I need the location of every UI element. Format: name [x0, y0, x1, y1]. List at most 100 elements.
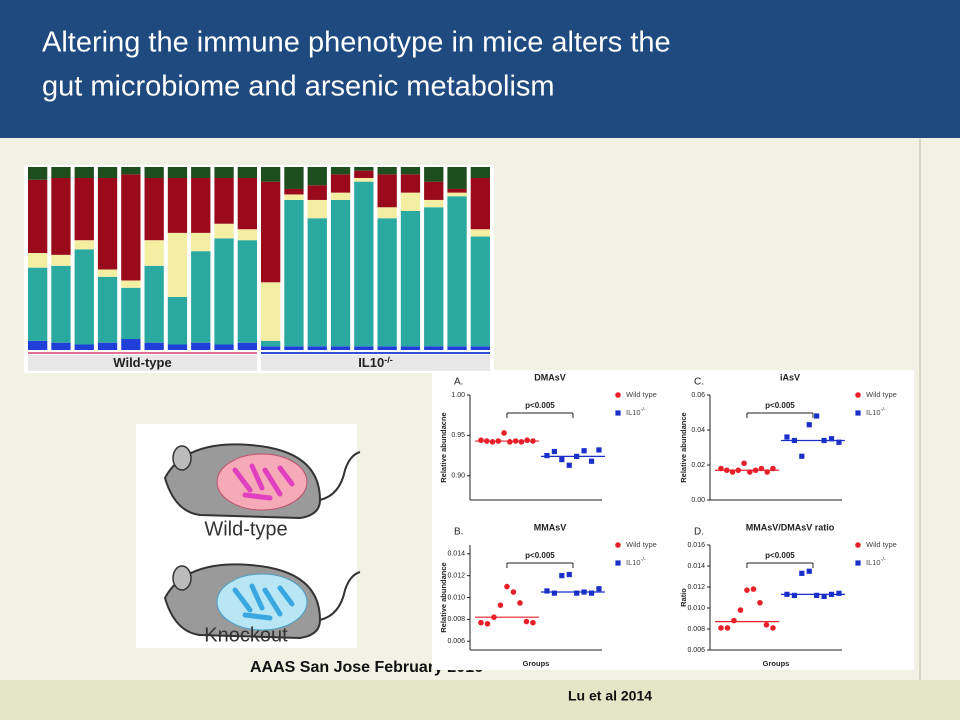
data-point [559, 457, 565, 463]
label-text: Wild type [626, 390, 657, 399]
legend-marker [615, 560, 621, 566]
data-point [483, 438, 490, 444]
label-superscript: -/- [641, 407, 646, 413]
bar-segment [237, 167, 257, 178]
bar-segment [354, 181, 374, 347]
y-tick-label: 0.06 [691, 392, 705, 399]
bar-segment [400, 167, 421, 175]
bar-segment [237, 240, 257, 343]
data-point [518, 439, 525, 445]
y-tick-label: 0.008 [447, 616, 465, 623]
bar-segment [121, 280, 141, 288]
data-point [791, 592, 797, 598]
bar-segment [400, 210, 421, 347]
data-point [512, 438, 519, 444]
data-point [821, 437, 827, 444]
data-point [741, 460, 747, 467]
data-point [784, 434, 790, 440]
label-text: Wild type [626, 540, 657, 549]
legend-label: IL10-/- [866, 557, 886, 567]
data-point [581, 589, 587, 595]
data-point [723, 467, 730, 474]
data-point [491, 614, 497, 620]
panel-title: MMAsV/DMAsV ratio [746, 522, 835, 532]
bar-segment [167, 296, 188, 345]
y-tick-label: 0.014 [447, 551, 465, 558]
label-superscript: -/- [641, 557, 646, 563]
bar-segment [214, 344, 234, 350]
bar-segment [121, 167, 141, 175]
y-axis-label: Relative abundacne [439, 412, 448, 482]
bar-segment [28, 267, 48, 341]
bar-segment [214, 238, 234, 345]
y-tick-label: 0.95 [451, 432, 465, 439]
bar-segment [284, 346, 304, 350]
bar-segment [284, 188, 304, 195]
bar-segment [400, 346, 421, 350]
bar-segment [144, 177, 164, 241]
bar-segment [97, 177, 118, 270]
bar-figure-background [24, 165, 494, 373]
data-point [731, 617, 737, 624]
data-point [836, 439, 842, 445]
data-point [574, 590, 580, 596]
data-point [752, 467, 759, 474]
data-point [596, 447, 602, 453]
bar-segment [424, 199, 444, 208]
bar-segment [377, 167, 397, 175]
mouse-tail [319, 451, 361, 501]
bar-segment [97, 167, 118, 178]
y-tick-label: 0.010 [687, 605, 705, 612]
data-point [484, 620, 491, 627]
data-point [757, 599, 763, 606]
bar-segment [307, 185, 327, 200]
y-axis-label: Ratio [679, 588, 688, 607]
label-text: Wild type [866, 540, 897, 549]
title-line: gut microbiome and arsenic metabolism [42, 71, 555, 103]
data-point [814, 413, 820, 419]
bar-segment [284, 167, 304, 189]
bar-segment [237, 177, 257, 230]
bar-segment [167, 232, 188, 297]
bar-segment [74, 240, 94, 250]
bar-segment [470, 177, 490, 230]
label-text: Wild-type [113, 355, 171, 370]
data-point [791, 437, 797, 444]
data-point [581, 448, 587, 454]
y-tick-label: 0.016 [687, 542, 705, 549]
bar-segment [377, 207, 397, 219]
legend-label: IL10-/- [866, 407, 886, 417]
bar-segment [167, 177, 188, 233]
y-tick-label: 0.04 [691, 427, 705, 434]
bar-segment [470, 167, 490, 178]
bar-segment [144, 342, 164, 350]
data-point [524, 437, 530, 444]
bar-segment [424, 167, 444, 182]
y-tick-label: 0.00 [691, 497, 705, 504]
p-value-annotation: p<0.005 [765, 401, 795, 410]
bar-segment [214, 223, 234, 239]
data-point [814, 592, 820, 598]
bar-segment [424, 181, 444, 200]
data-point [729, 469, 736, 475]
panel-letter: B. [454, 527, 463, 538]
data-point [724, 625, 731, 631]
data-point [497, 602, 504, 608]
label-superscript: -/- [881, 407, 886, 413]
bar-segment [424, 207, 444, 347]
label-superscript: -/- [384, 355, 393, 365]
legend-label: Wild type [626, 540, 657, 549]
data-point [478, 619, 484, 626]
bar-segment [377, 346, 397, 350]
bar-segment [261, 282, 281, 341]
legend-label: IL10-/- [626, 557, 646, 567]
label-text: IL10 [358, 355, 384, 370]
bar-segment [307, 346, 327, 350]
data-point [574, 453, 580, 459]
data-point [588, 458, 595, 464]
bar-segment [377, 174, 397, 208]
mouse-tail [319, 571, 361, 621]
bar-segment [51, 177, 71, 255]
bar-segment [51, 167, 71, 178]
data-point [489, 439, 496, 445]
